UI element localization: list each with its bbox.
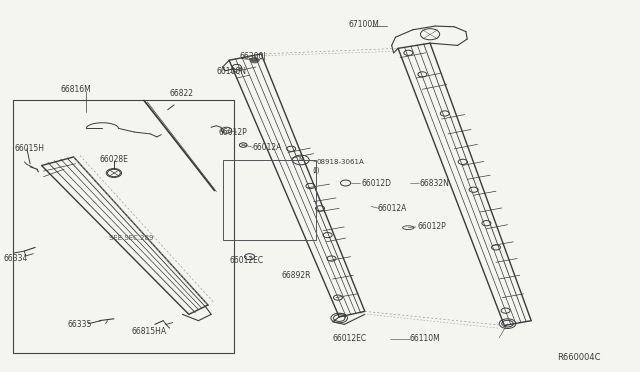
Text: 66012P: 66012P	[417, 222, 446, 231]
Circle shape	[244, 254, 255, 260]
Circle shape	[239, 143, 247, 147]
Text: 66015H: 66015H	[14, 144, 44, 153]
Text: 66012P: 66012P	[219, 128, 248, 137]
Circle shape	[404, 50, 413, 55]
Circle shape	[221, 127, 232, 133]
Circle shape	[502, 320, 513, 327]
Text: 66300J: 66300J	[240, 52, 267, 61]
Text: R660004C: R660004C	[557, 353, 600, 362]
Text: 66028E: 66028E	[99, 155, 128, 164]
Text: 66334: 66334	[3, 254, 28, 263]
Circle shape	[306, 183, 315, 189]
Text: 66815HA: 66815HA	[131, 327, 166, 336]
Text: 08918-3061A: 08918-3061A	[317, 159, 365, 165]
Text: 66110M: 66110M	[410, 334, 440, 343]
Circle shape	[458, 159, 467, 164]
Circle shape	[316, 206, 324, 211]
Text: 66012D: 66012D	[362, 179, 392, 187]
Circle shape	[482, 221, 491, 226]
Circle shape	[333, 315, 345, 321]
Circle shape	[418, 72, 427, 77]
Circle shape	[250, 58, 259, 63]
Text: SEE SEC.289: SEE SEC.289	[109, 235, 154, 241]
Text: 66816M: 66816M	[61, 85, 92, 94]
Circle shape	[333, 295, 342, 300]
Text: 66012A: 66012A	[253, 143, 282, 152]
Circle shape	[501, 308, 510, 313]
Circle shape	[440, 111, 449, 116]
Text: 67100M: 67100M	[349, 20, 380, 29]
Text: 66832N: 66832N	[419, 179, 449, 187]
Circle shape	[323, 232, 332, 238]
Circle shape	[232, 64, 241, 70]
Circle shape	[340, 180, 351, 186]
Text: (J): (J)	[312, 167, 320, 173]
Circle shape	[337, 314, 346, 319]
Circle shape	[469, 187, 478, 192]
Bar	[223, 160, 316, 240]
Text: 66100N: 66100N	[216, 67, 246, 76]
Text: 66822: 66822	[170, 89, 194, 98]
Text: 66012EC: 66012EC	[229, 256, 263, 265]
Circle shape	[108, 169, 120, 177]
Bar	[13, 100, 234, 353]
Text: 66012A: 66012A	[378, 204, 407, 213]
Circle shape	[287, 146, 296, 151]
Text: 66892R: 66892R	[282, 271, 311, 280]
Circle shape	[327, 256, 336, 261]
Text: 66335: 66335	[67, 320, 92, 329]
Text: 66012EC: 66012EC	[333, 334, 367, 343]
Text: N: N	[298, 157, 303, 163]
Circle shape	[492, 245, 500, 250]
